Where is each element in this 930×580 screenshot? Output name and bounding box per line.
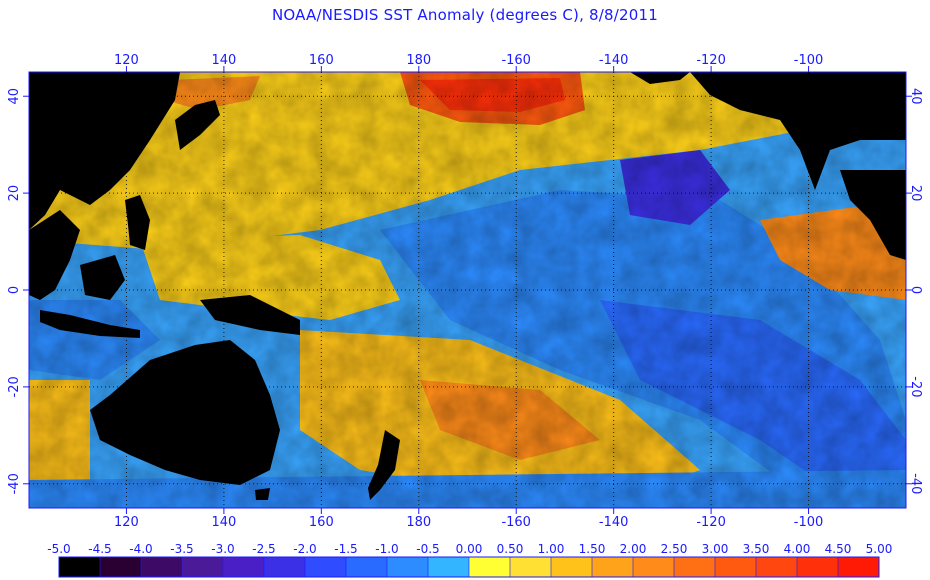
land-borneo [80,255,125,300]
colorbar-swatch [797,557,839,577]
colorbar-label: -3.5 [170,542,193,556]
map-title: NOAA/NESDIS SST Anomaly (degrees C), 8/8… [271,6,658,24]
colorbar-swatch [838,557,880,577]
colorbar-label: 0.50 [497,542,524,556]
colorbar-label: -3.0 [211,542,234,556]
colorbar-swatch [428,557,470,577]
lon-label-top: 180 [406,53,431,68]
lon-label-top: -100 [794,53,824,68]
colorbar-label: 3.00 [702,542,729,556]
colorbar-label: 2.50 [661,542,688,556]
lon-label-bottom: 180 [406,515,431,530]
colorbar-swatch [756,557,798,577]
lat-labels-right: 40 20 0 -20 -40 [908,88,923,494]
colorbar-label: -0.5 [416,542,439,556]
lon-label-bottom: 120 [114,515,139,530]
colorbar-swatch [305,557,347,577]
lat-label-left: -20 [7,376,22,397]
colorbar-label: 4.50 [825,542,852,556]
colorbar-swatch [264,557,306,577]
colorbar [58,556,880,578]
colorbar-label: 4.00 [784,542,811,556]
graticule [29,72,906,508]
lon-label-top: 120 [114,53,139,68]
land-mexico [840,170,906,260]
colorbar-swatch [100,557,142,577]
colorbar-label: 5.00 [866,542,893,556]
colorbar-label: -4.5 [88,542,111,556]
colorbar-label: 1.50 [579,542,606,556]
lon-label-top: 140 [211,53,236,68]
land-indochina [29,210,80,300]
colorbar-label: -1.0 [375,542,398,556]
land-masses [29,72,906,500]
tick-marks [23,66,912,514]
sst-field [29,72,906,508]
colorbar-swatch [387,557,429,577]
colorbar-swatch [592,557,634,577]
lat-label-right: 20 [908,185,923,202]
colorbar-swatch [551,557,593,577]
lon-label-bottom: 140 [211,515,236,530]
land-asia [29,72,180,230]
land-australia [90,340,280,485]
colorbar-swatch [59,557,101,577]
lat-label-left: 20 [7,185,22,202]
land-new-guinea [200,295,300,335]
land-tasmania [255,488,270,500]
lon-label-top: 160 [309,53,334,68]
land-new-zealand [368,430,400,500]
lon-label-top: -140 [599,53,629,68]
colorbar-label: 1.00 [538,542,565,556]
colorbar-swatch [182,557,224,577]
colorbar-label: -5.0 [47,542,70,556]
lon-labels-top: 120 140 160 180 -160 -140 -120 -100 [114,53,823,68]
lon-label-bottom: 160 [309,515,334,530]
colorbar-label: -4.0 [129,542,152,556]
land-sumatra-java [40,310,140,338]
lat-label-right: -40 [908,473,923,494]
lat-label-left: 0 [7,286,22,294]
colorbar-labels: -5.0 -4.5 -4.0 -3.5 -3.0 -2.5 -2.0 -1.5 -1.0 -0.5… [47,542,892,556]
colorbar-label: -2.0 [293,542,316,556]
colorbar-swatch [469,557,511,577]
lat-label-left: 40 [7,88,22,105]
land-japan [175,100,220,150]
lon-label-top: -160 [501,53,531,68]
colorbar-swatch [633,557,675,577]
lat-label-right: -20 [908,376,923,397]
lon-label-bottom: -120 [696,515,726,530]
lat-label-right: 0 [908,286,923,294]
colorbar-swatch [510,557,552,577]
colorbar-swatch [674,557,716,577]
colorbar-label: 2.00 [620,542,647,556]
lon-labels-bottom: 120 140 160 180 -160 -140 -120 -100 [114,515,823,530]
colorbar-label: 3.50 [743,542,770,556]
colorbar-swatch [223,557,265,577]
colorbar-swatch [715,557,757,577]
land-philippines [125,195,150,250]
colorbar-label: -1.5 [334,542,357,556]
colorbar-label: -2.5 [252,542,275,556]
lon-label-bottom: -100 [794,515,824,530]
land-north-america [690,72,906,190]
colorbar-swatch [346,557,388,577]
lat-label-left: -40 [7,473,22,494]
lon-label-bottom: -140 [599,515,629,530]
lon-label-bottom: -160 [501,515,531,530]
land-alaska [630,72,690,84]
lat-label-right: 40 [908,88,923,105]
colorbar-label: 0.00 [456,542,483,556]
colorbar-swatch [141,557,183,577]
lon-label-top: -120 [696,53,726,68]
lat-labels-left: 40 20 0 -20 -40 [7,88,22,494]
